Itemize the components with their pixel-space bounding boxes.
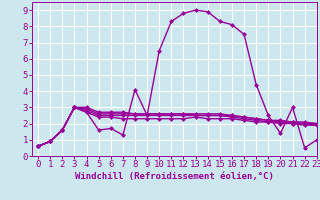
X-axis label: Windchill (Refroidissement éolien,°C): Windchill (Refroidissement éolien,°C) bbox=[75, 172, 274, 181]
